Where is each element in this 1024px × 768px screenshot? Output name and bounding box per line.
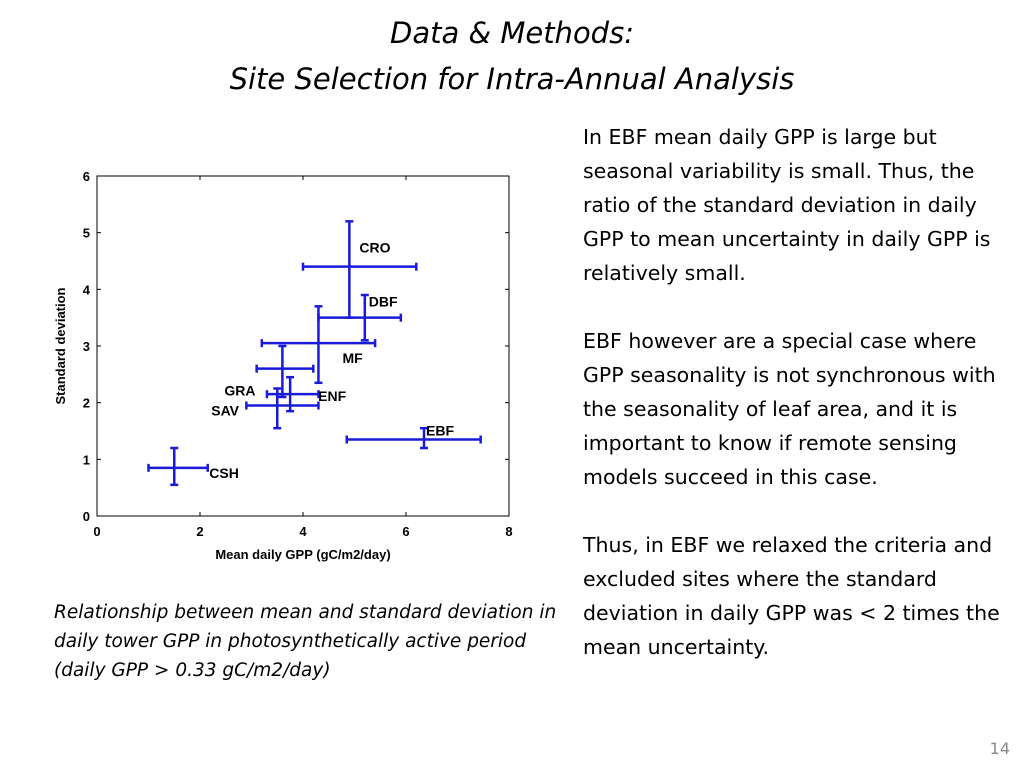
paragraph-ebf-criteria: Thus, in EBF we relaxed the criteria and… — [583, 533, 1000, 659]
gpp-errorbar-chart: 0 2 4 6 8 0 1 2 3 4 5 6 CRO DBF MF GRA ENF SAV EBF CSH Mea… — [53, 169, 513, 562]
slide-title-line1: Data & Methods: — [390, 16, 634, 50]
point-label-enf: ENF — [318, 388, 346, 404]
y-tick-label: 2 — [83, 396, 90, 411]
explanation-text: In EBF mean daily GPP is large but seaso… — [583, 120, 1013, 698]
y-tick-label: 3 — [83, 339, 90, 354]
errorbar-ebf — [345, 426, 482, 450]
x-tick-label: 2 — [196, 524, 203, 539]
y-tick-label: 4 — [83, 282, 91, 297]
errorbar-cro — [301, 220, 418, 319]
x-tick-label: 0 — [93, 524, 100, 539]
errorbar-mf — [260, 305, 377, 385]
y-tick-label: 0 — [83, 509, 90, 524]
y-tick-label: 6 — [83, 169, 90, 184]
x-tick-label: 8 — [505, 524, 512, 539]
figure-caption: Relationship between mean and standard d… — [54, 602, 557, 681]
errorbar-sav — [245, 387, 320, 430]
paragraph-ebf-variability: In EBF mean daily GPP is large but seaso… — [583, 125, 991, 285]
x-tick-label: 6 — [402, 524, 409, 539]
slide-title-line2: Site Selection for Intra-Annual Analysis — [229, 62, 795, 96]
page-number: 14 — [989, 739, 1010, 758]
errorbar-gra — [255, 344, 315, 399]
y-tick-label: 5 — [83, 226, 90, 241]
point-label-cro: CRO — [359, 240, 390, 256]
errorbar-csh — [147, 446, 209, 487]
paragraph-ebf-special-case: EBF however are a special case where GPP… — [583, 329, 996, 489]
point-label-mf: MF — [342, 350, 363, 366]
y-tick-label: 1 — [83, 452, 90, 467]
x-axis-label: Mean daily GPP (gC/m2/day) — [215, 547, 390, 562]
x-tick-label: 4 — [299, 524, 307, 539]
point-label-sav: SAV — [211, 403, 239, 419]
point-label-gra: GRA — [224, 383, 255, 399]
point-label-dbf: DBF — [369, 294, 398, 310]
y-axis-label: Standard deviation — [53, 287, 68, 404]
point-label-csh: CSH — [209, 465, 239, 481]
point-label-ebf: EBF — [426, 423, 454, 439]
plot-frame — [96, 175, 510, 517]
